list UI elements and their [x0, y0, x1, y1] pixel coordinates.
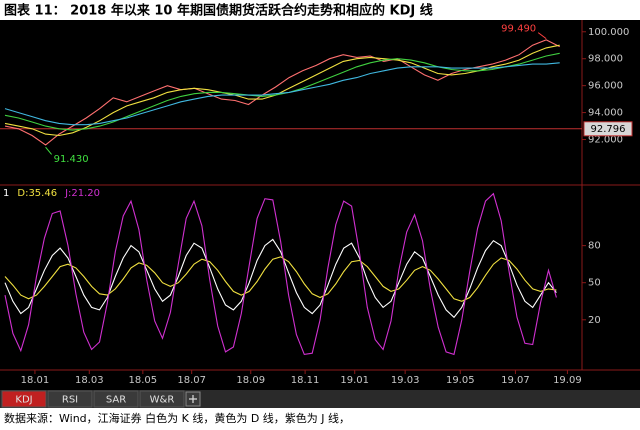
- x-tick-label: 18.11: [291, 375, 320, 386]
- tab-label: SAR: [106, 395, 126, 406]
- tab-label: W&R: [150, 395, 175, 406]
- footer-bar: [0, 408, 640, 430]
- y-tick-label: 96.000: [588, 81, 623, 92]
- low-label: 91.430: [54, 154, 89, 165]
- x-tick-label: 19.01: [340, 375, 369, 386]
- y-tick-label: 50: [588, 278, 601, 289]
- chart-title: 图表 11： 2018 年以来 10 年期国债期货活跃合约走势和相应的 KDJ …: [4, 3, 433, 19]
- tab[interactable]: [47, 390, 93, 408]
- x-tick-label: 18.09: [236, 375, 265, 386]
- y-tick-label: 94.000: [588, 108, 623, 119]
- x-tick-label: 19.09: [553, 375, 582, 386]
- x-tick-label: 18.05: [129, 375, 158, 386]
- series-line: [4, 52, 560, 131]
- tab-label: KDJ: [15, 395, 32, 406]
- series-line: [4, 44, 560, 137]
- tab[interactable]: [1, 390, 47, 408]
- y-tick-label: 98.000: [588, 54, 623, 65]
- high-marker: [537, 32, 547, 40]
- x-tick-label: 18.01: [21, 375, 50, 386]
- series-line: [4, 256, 557, 302]
- tab-label: RSI: [62, 395, 78, 406]
- source-note: 数据来源：Wind，江海证券 白色为 K 线，黄色为 D 线，紫色为 J 线，: [4, 411, 350, 425]
- high-label: 99.490: [501, 24, 536, 35]
- low-marker: [45, 146, 52, 155]
- add-tab-icon: [189, 395, 197, 403]
- tab[interactable]: [93, 390, 139, 408]
- tab[interactable]: [139, 390, 185, 408]
- y-tick-label: 92.000: [588, 135, 623, 146]
- x-tick-label: 19.03: [391, 375, 420, 386]
- y-tick-label: 100.000: [588, 27, 629, 38]
- y-tick-label: 80: [588, 241, 601, 252]
- last-price-label: 92.796: [591, 124, 626, 135]
- legend-entry: 1: [3, 188, 9, 199]
- x-tick-label: 18.07: [177, 375, 206, 386]
- y-tick-label: 20: [588, 315, 601, 326]
- x-tick-label: 19.07: [501, 375, 530, 386]
- series-line: [4, 192, 557, 356]
- series-line: [4, 39, 560, 146]
- title-bar: [0, 0, 640, 20]
- plot-background: [0, 20, 640, 390]
- x-tick-label: 18.03: [75, 375, 104, 386]
- last-price-box: [583, 121, 633, 137]
- series-line: [4, 62, 560, 126]
- legend-entry: D:35.46: [17, 188, 57, 199]
- legend-entry: J:21.20: [64, 188, 100, 199]
- tabs: KDJ RSI SAR W&R: [1, 390, 201, 408]
- x-tick-label: 19.05: [446, 375, 475, 386]
